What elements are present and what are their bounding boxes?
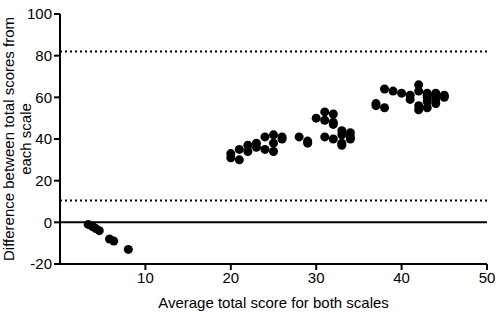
svg-text:20: 20 <box>222 269 239 286</box>
svg-text:40: 40 <box>35 130 52 147</box>
svg-text:30: 30 <box>308 269 325 286</box>
svg-text:Difference between total score: Difference between total scores fromeach… <box>8 17 34 261</box>
svg-text:60: 60 <box>35 89 52 106</box>
svg-text:80: 80 <box>35 47 52 64</box>
svg-text:10: 10 <box>137 269 154 286</box>
svg-text:20: 20 <box>35 172 52 189</box>
svg-text:0: 0 <box>44 214 52 231</box>
svg-text:-20: -20 <box>30 255 52 272</box>
svg-text:40: 40 <box>393 269 410 286</box>
svg-text:Average total score for both s: Average total score for both scales <box>158 294 389 311</box>
svg-text:100: 100 <box>27 5 52 22</box>
svg-text:50: 50 <box>479 269 492 286</box>
